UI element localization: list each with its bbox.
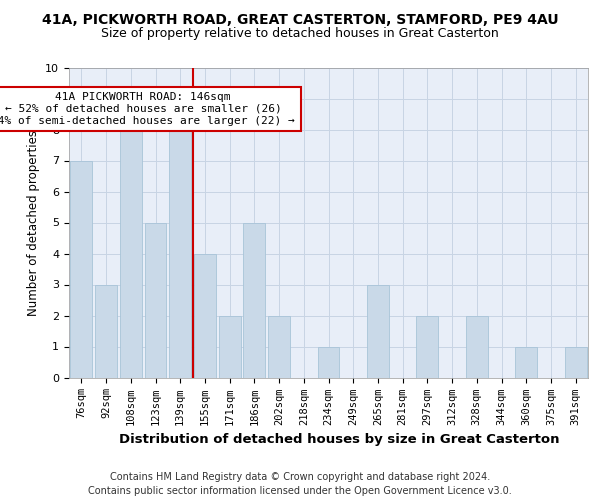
Text: Distribution of detached houses by size in Great Casterton: Distribution of detached houses by size … — [119, 432, 559, 446]
Bar — [120, 130, 142, 378]
Bar — [219, 316, 241, 378]
Bar — [416, 316, 438, 378]
Bar — [317, 346, 340, 378]
Bar — [268, 316, 290, 378]
Bar — [194, 254, 216, 378]
Bar — [367, 284, 389, 378]
Bar — [95, 284, 117, 378]
Text: 41A PICKWORTH ROAD: 146sqm
← 52% of detached houses are smaller (26)
44% of semi: 41A PICKWORTH ROAD: 146sqm ← 52% of deta… — [0, 92, 295, 126]
Bar — [145, 222, 166, 378]
Bar — [244, 222, 265, 378]
Bar — [515, 346, 537, 378]
Bar — [565, 346, 587, 378]
Text: Contains public sector information licensed under the Open Government Licence v3: Contains public sector information licen… — [88, 486, 512, 496]
Bar — [169, 130, 191, 378]
Bar — [70, 160, 92, 378]
Text: Size of property relative to detached houses in Great Casterton: Size of property relative to detached ho… — [101, 28, 499, 40]
Bar — [466, 316, 488, 378]
Y-axis label: Number of detached properties: Number of detached properties — [27, 130, 40, 316]
Text: 41A, PICKWORTH ROAD, GREAT CASTERTON, STAMFORD, PE9 4AU: 41A, PICKWORTH ROAD, GREAT CASTERTON, ST… — [41, 12, 559, 26]
Text: Contains HM Land Registry data © Crown copyright and database right 2024.: Contains HM Land Registry data © Crown c… — [110, 472, 490, 482]
